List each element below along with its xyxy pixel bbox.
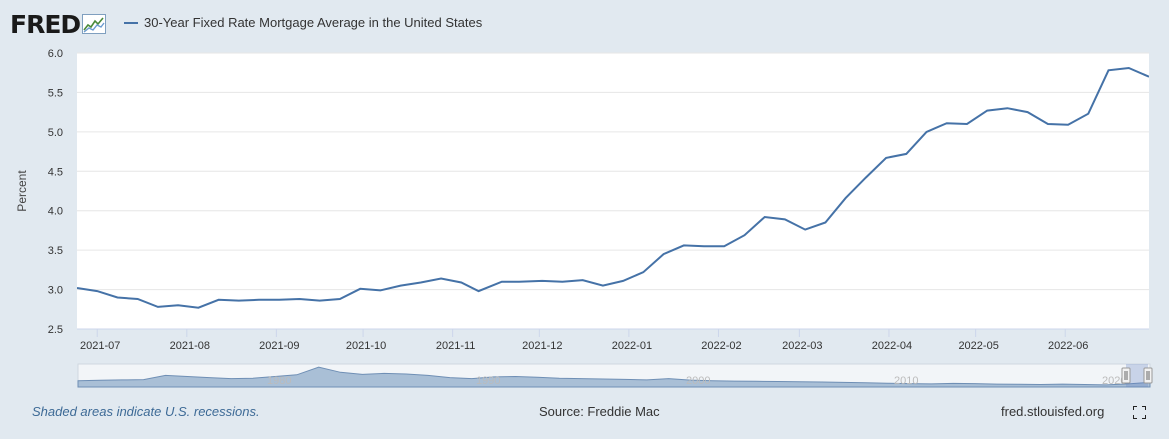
navigator-left-handle[interactable] [1121,367,1131,384]
x-tick-label: 2021-07 [80,340,120,352]
navigator-year-label: 1990 [476,375,500,387]
plot-area [77,53,1149,329]
y-axis-label: Percent [15,170,29,212]
fullscreen-icon[interactable] [1133,406,1146,419]
site-link[interactable]: fred.stlouisfed.org [1001,404,1105,419]
navigator-year-label: 1980 [267,375,291,387]
series-line[interactable] [77,66,1149,309]
x-tick-label: 2021-09 [259,340,299,352]
x-tick-label: 2022-03 [782,340,822,352]
navigator-year-label: 2010 [894,375,918,387]
fred-logo[interactable]: FRED [10,9,107,39]
chart-legend: 30-Year Fixed Rate Mortgage Average in t… [124,15,482,30]
y-tick-label: 3.5 [48,245,63,257]
x-tick-label: 2022-04 [872,340,912,352]
navigator-year-label: 2020 [1102,375,1126,387]
navigator-series [77,366,1151,388]
chart-header: FRED 30-Year Fixed Rate Mortgage Average… [0,0,1169,46]
x-tick-label: 2021-12 [522,340,562,352]
legend-swatch [124,21,138,24]
y-tick-label: 3.0 [48,285,63,297]
x-tick-label: 2022-06 [1048,340,1088,352]
legend-series-label: 30-Year Fixed Rate Mortgage Average in t… [144,15,483,30]
x-tick-label: 2022-02 [701,340,741,352]
navigator-right-handle[interactable] [1143,367,1153,384]
y-tick-label: 6.0 [48,48,63,60]
y-tick-label: 4.0 [48,206,63,218]
recession-note: Shaded areas indicate U.S. recessions. [32,404,260,419]
y-tick-label: 5.0 [48,127,63,139]
x-tick-label: 2022-05 [958,340,998,352]
x-tick-label: 2021-11 [436,340,476,352]
y-tick-label: 5.5 [48,87,63,99]
logo-graph-icon [82,14,107,34]
y-tick-label: 4.5 [48,166,63,178]
navigator-selection[interactable] [1126,364,1148,387]
x-tick-label: 2021-08 [170,340,210,352]
x-tick-label: 2021-10 [346,340,386,352]
x-tick-label: 2022-01 [612,340,652,352]
y-tick-label: 2.5 [48,324,63,336]
fred-logo-text: FRED [10,9,81,39]
source-label: Source: Freddie Mac [539,404,660,419]
navigator-year-label: 2000 [686,375,710,387]
